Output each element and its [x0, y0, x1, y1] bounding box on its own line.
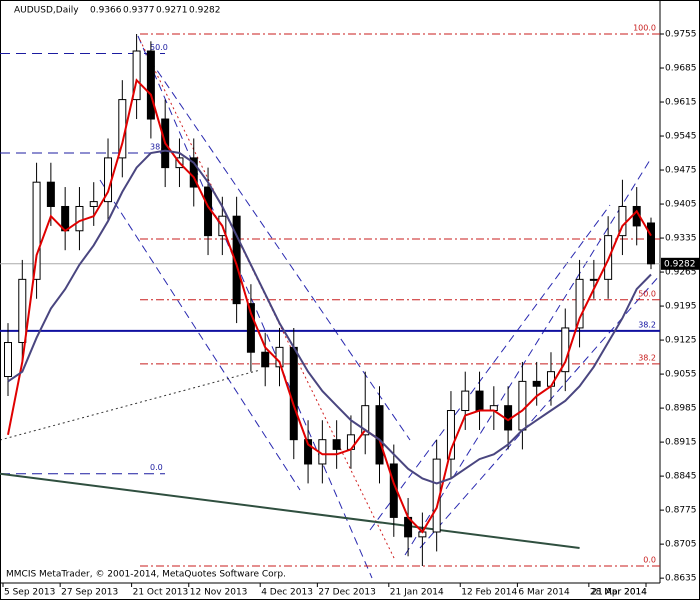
y-tick-label: 0.9545 — [665, 132, 697, 142]
candle-body — [232, 215, 241, 305]
header-value: 0.9271 — [156, 6, 188, 16]
level-label: 0.0 — [150, 463, 163, 472]
y-tick-label: 0.9755 — [665, 30, 697, 40]
x-tick-label: 12 Feb 2014 — [461, 588, 517, 598]
channel-line — [369, 204, 611, 531]
channel-line — [99, 179, 301, 491]
footer: MMCIS MetaTrader, © 2001-2014, MetaQuote… — [6, 570, 286, 580]
y-tick-label: 0.9055 — [665, 370, 697, 380]
x-tick-label: 27 Sep 2013 — [61, 588, 118, 598]
candle-body — [304, 439, 313, 465]
candle-body — [532, 380, 541, 387]
channel-line — [137, 35, 373, 579]
candle-body — [89, 201, 98, 207]
level-label: 38.2 — [638, 353, 656, 362]
header-value: 0.9377 — [123, 6, 155, 16]
y-tick-label: 0.8985 — [665, 404, 697, 414]
y-tick-label: 0.9195 — [665, 302, 697, 312]
candle-body — [132, 50, 141, 101]
x-tick-label: 6 Mar 2014 — [518, 588, 570, 598]
y-tick-label: 0.8845 — [665, 472, 697, 482]
level-label: 38.2 — [150, 143, 168, 152]
channel-line — [149, 59, 411, 441]
chart-title: AUDUSD,Daily — [14, 6, 79, 16]
header-value: 0.9366 — [90, 6, 122, 16]
moving-average — [7, 149, 652, 485]
x-tick-label: 12 Nov 2013 — [190, 588, 248, 598]
current-price-label: 0.9282 — [664, 259, 696, 269]
y-tick-label: 0.9475 — [665, 166, 697, 176]
x-tick-label: 21 Jan 2014 — [390, 588, 444, 598]
candle-body — [4, 342, 12, 378]
candle-body — [375, 405, 384, 465]
y-tick-label: 0.8775 — [665, 506, 697, 516]
candle-body — [589, 278, 598, 281]
level-label: 38.2 — [638, 320, 656, 329]
x-tick-label: 28 Mar 2014 — [590, 588, 647, 598]
candle-body — [475, 390, 484, 412]
y-tick-label: 0.9335 — [665, 234, 697, 244]
candle-body — [46, 181, 55, 207]
candle-body — [246, 303, 255, 353]
y-tick-label: 0.9685 — [665, 64, 697, 74]
moving-average — [7, 78, 652, 534]
candle-body — [332, 439, 341, 450]
level-label: 0.0 — [643, 555, 656, 564]
level-label: 50.0 — [150, 43, 168, 52]
y-tick-label: 0.8635 — [665, 574, 697, 584]
x-tick-label: 4 Dec 2013 — [261, 588, 313, 598]
current-price-box — [661, 257, 699, 270]
x-tick-label: 21 Oct 2013 — [133, 588, 189, 598]
x-tick-label: 5 Sep 2013 — [4, 588, 55, 598]
y-tick-label: 0.9125 — [665, 336, 697, 346]
candle-body — [146, 50, 155, 120]
y-tick-label: 0.8705 — [665, 540, 697, 550]
candle-body — [446, 410, 455, 460]
level-label: 50.0 — [638, 289, 656, 298]
candle-body — [289, 346, 298, 441]
y-tick-label: 0.9615 — [665, 98, 697, 108]
candle-body — [32, 181, 41, 280]
candle-body — [647, 222, 655, 265]
level-label: 100.0 — [633, 24, 656, 33]
candle-body — [575, 278, 584, 329]
header-value: 0.9282 — [189, 6, 221, 16]
trendline — [0, 472, 580, 550]
x-tick-label: 27 Dec 2013 — [318, 588, 376, 598]
candle-body — [546, 371, 555, 387]
y-tick-label: 0.8915 — [665, 438, 697, 448]
x-tick-label: 21 Apr 2014 — [591, 588, 647, 598]
candle-body — [261, 351, 270, 368]
candle-body — [75, 205, 84, 232]
candle-body — [18, 278, 27, 344]
candle-body — [361, 405, 370, 436]
candle-body — [518, 380, 527, 431]
y-tick-label: 0.9265 — [665, 268, 697, 278]
y-tick-label: 0.9405 — [665, 200, 697, 210]
candle-body — [461, 390, 470, 412]
fib-fan-line — [139, 39, 396, 561]
